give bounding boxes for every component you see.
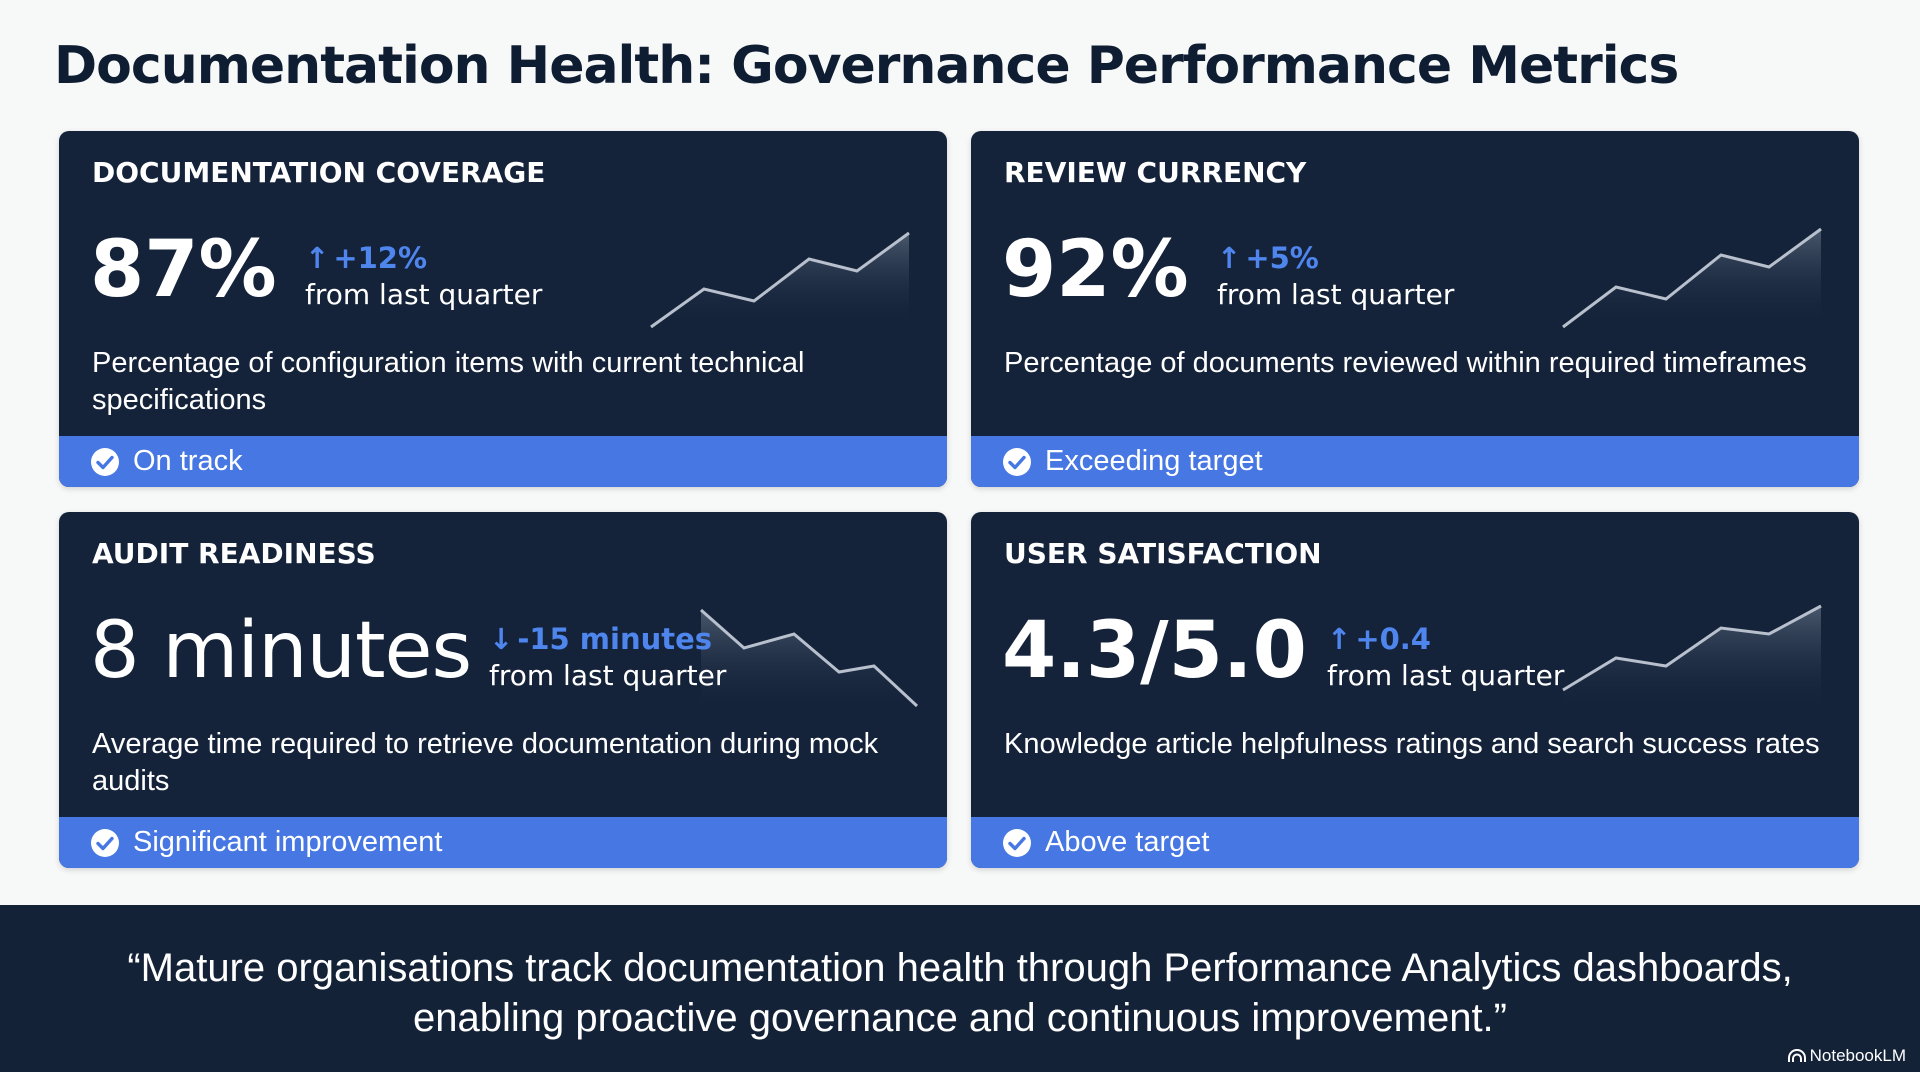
arrow-up-icon: ↑ <box>305 241 330 275</box>
delta-value: ↓ -15 minutes <box>489 622 726 656</box>
metric-value: 87% <box>90 225 277 315</box>
check-circle-icon <box>1003 448 1031 476</box>
delta-amount: +12% <box>333 241 428 275</box>
check-circle-icon <box>91 448 119 476</box>
status-label: Exceeding target <box>1045 445 1263 477</box>
metric-description: Percentage of documents reviewed within … <box>1004 347 1807 379</box>
trend-sparkline-down <box>700 608 919 714</box>
notebooklm-logo-icon <box>1787 1049 1806 1062</box>
delta-value: ↑ +5% <box>1217 241 1454 275</box>
status-label: Significant improvement <box>133 826 443 858</box>
trend-sparkline-up <box>1562 604 1822 714</box>
delta-label: from last quarter <box>1327 659 1565 692</box>
delta-label: from last quarter <box>1217 278 1455 311</box>
status-label: On track <box>133 445 243 477</box>
metric-card-user-satisfaction: USER SATISFACTION 4.3/5.0 ↑ +0.4 from las… <box>971 512 1859 868</box>
metric-card-documentation-coverage: DOCUMENTATION COVERAGE 87% ↑ +12% from la… <box>59 131 947 487</box>
card-title: AUDIT READINESS <box>92 537 376 570</box>
status-bar: On track <box>59 436 947 487</box>
page-title: Documentation Health: Governance Perform… <box>54 36 1679 96</box>
delta-group: ↑ +5% from last quarter <box>1217 241 1454 315</box>
trend-sparkline-up <box>1562 227 1822 329</box>
status-bar: Above target <box>971 817 1859 868</box>
arrow-down-icon: ↓ <box>489 622 514 656</box>
delta-amount: +5% <box>1245 241 1319 275</box>
delta-label: from last quarter <box>489 659 727 692</box>
metric-description: Average time required to retrieve docume… <box>92 728 879 797</box>
delta-value: ↑ +0.4 <box>1327 622 1564 656</box>
delta-amount: +0.4 <box>1355 622 1431 656</box>
arrow-up-icon: ↑ <box>1217 241 1242 275</box>
brand-label: NotebookLM <box>1809 1046 1906 1065</box>
arrow-up-icon: ↑ <box>1327 622 1352 656</box>
notebooklm-watermark: NotebookLM <box>1787 1046 1906 1066</box>
check-circle-icon <box>91 829 119 857</box>
metric-card-audit-readiness: AUDIT READINESS 8 minutes ↓ -15 minutes f… <box>59 512 947 868</box>
check-circle-icon <box>1003 829 1031 857</box>
metric-description: Percentage of configuration items with c… <box>92 347 805 416</box>
card-title: DOCUMENTATION COVERAGE <box>92 156 546 189</box>
quote-text: “Mature organisations track documentatio… <box>127 946 1793 1040</box>
delta-group: ↑ +0.4 from last quarter <box>1327 622 1564 696</box>
metric-value: 92% <box>1002 225 1189 315</box>
trend-sparkline-up <box>650 231 910 329</box>
metric-value: 4.3/5.0 <box>1002 606 1307 696</box>
status-bar: Exceeding target <box>971 436 1859 487</box>
delta-group: ↑ +12% from last quarter <box>305 241 542 315</box>
metric-description: Knowledge article helpfulness ratings an… <box>1004 728 1820 760</box>
metric-value: 8 minutes <box>90 606 472 696</box>
quote-banner: “Mature organisations track documentatio… <box>0 905 1920 1072</box>
status-label: Above target <box>1045 826 1210 858</box>
delta-value: ↑ +12% <box>305 241 542 275</box>
delta-amount: -15 minutes <box>517 622 713 656</box>
delta-label: from last quarter <box>305 278 543 311</box>
metric-card-review-currency: REVIEW CURRENCY 92% ↑ +5% from last quart… <box>971 131 1859 487</box>
delta-group: ↓ -15 minutes from last quarter <box>489 622 726 696</box>
card-title: USER SATISFACTION <box>1004 537 1322 570</box>
card-title: REVIEW CURRENCY <box>1004 156 1307 189</box>
status-bar: Significant improvement <box>59 817 947 868</box>
